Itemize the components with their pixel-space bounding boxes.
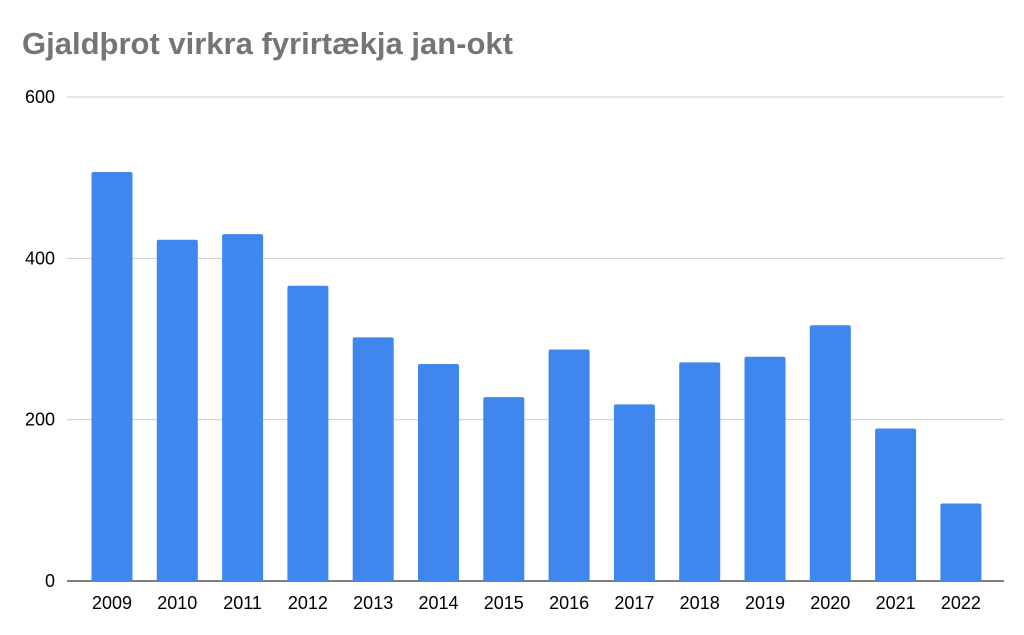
x-tick-label: 2014 bbox=[418, 593, 458, 613]
x-tick-label: 2010 bbox=[157, 593, 197, 613]
bar-2013 bbox=[352, 337, 394, 581]
bar-2017 bbox=[613, 404, 655, 581]
bar-2020 bbox=[809, 325, 851, 581]
y-tick-label: 200 bbox=[25, 410, 55, 430]
bar-2012 bbox=[287, 285, 329, 581]
bar-2014 bbox=[418, 364, 459, 581]
x-tick-label: 2012 bbox=[288, 593, 328, 613]
x-axis-ticks: 2009 2010 2011 2012 2013 2014 2015 2016 2017 2018… bbox=[92, 593, 981, 613]
x-tick-label: 2020 bbox=[810, 593, 850, 613]
x-tick-label: 2016 bbox=[549, 593, 589, 613]
chart-title: Gjaldþrot virkra fyrirtækja jan-okt bbox=[22, 26, 513, 61]
x-tick-label: 2015 bbox=[484, 593, 524, 613]
bar-2016 bbox=[548, 349, 590, 581]
x-tick-label: 2018 bbox=[680, 593, 720, 613]
bar-2019 bbox=[744, 356, 786, 581]
x-tick-label: 2009 bbox=[92, 593, 132, 613]
y-tick-label: 400 bbox=[25, 248, 55, 268]
bar-2010 bbox=[156, 239, 198, 581]
x-tick-label: 2022 bbox=[941, 593, 981, 613]
bar-2011 bbox=[222, 234, 264, 581]
x-tick-label: 2017 bbox=[614, 593, 654, 613]
bars bbox=[91, 172, 982, 581]
bar-2009 bbox=[91, 172, 133, 581]
bar-2021 bbox=[875, 428, 917, 581]
y-tick-label: 600 bbox=[25, 87, 55, 107]
gridlines bbox=[67, 96, 1004, 582]
x-tick-label: 2019 bbox=[745, 593, 785, 613]
bar-2018 bbox=[679, 362, 721, 581]
y-tick-label: 0 bbox=[45, 571, 55, 591]
x-tick-label: 2011 bbox=[223, 593, 262, 613]
y-axis-ticks: 0 200 400 600 bbox=[25, 87, 55, 591]
x-tick-label: 2021 bbox=[876, 593, 916, 613]
bar-2022 bbox=[940, 503, 982, 581]
bar-2015 bbox=[483, 397, 525, 581]
x-tick-label: 2013 bbox=[353, 593, 393, 613]
